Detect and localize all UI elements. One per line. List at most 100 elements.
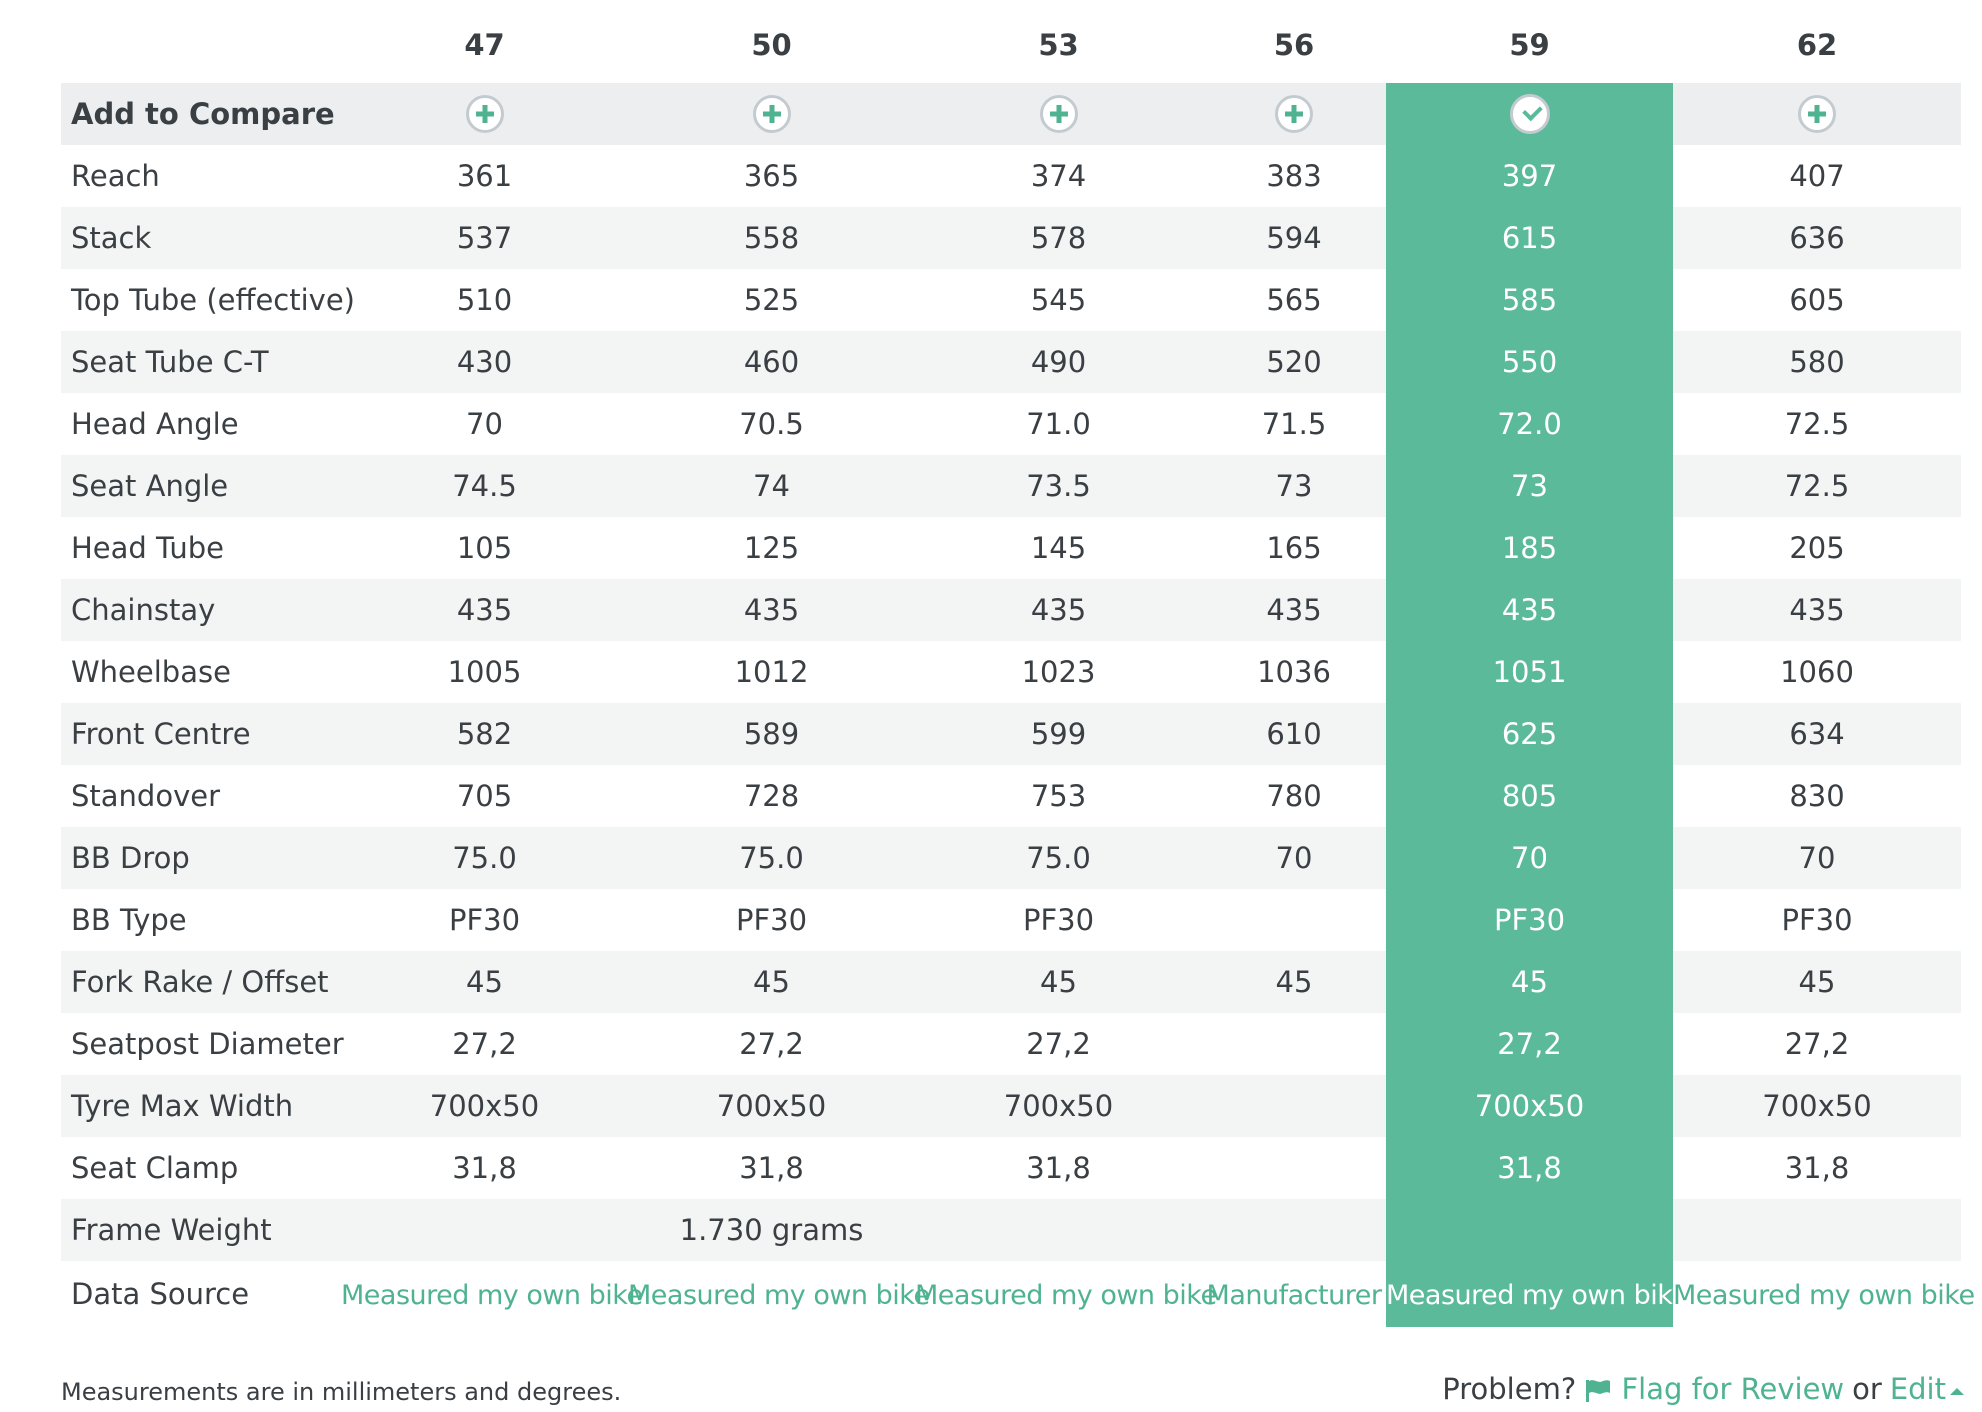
value-cell: 45 xyxy=(1386,951,1673,1013)
source-cell: Measured my own bike xyxy=(341,1261,643,1327)
value-cell: 582 xyxy=(341,703,628,765)
value-cell xyxy=(341,1199,628,1261)
value-cell: 700x50 xyxy=(341,1075,628,1137)
value-cell: 636 xyxy=(1673,207,1961,269)
row-label: Seat Angle xyxy=(61,455,341,517)
add-to-compare-icon[interactable] xyxy=(1798,95,1836,133)
table-row: Head Angle 70 70.5 71.0 71.5 72.0 72.5 xyxy=(61,393,1961,455)
data-source-link[interactable]: Measured my own bike xyxy=(1673,1280,1975,1311)
value-cell: 1023 xyxy=(1021,655,1096,689)
edit-link[interactable]: Edit xyxy=(1890,1372,1964,1406)
data-source-link[interactable]: Measured my own bike xyxy=(628,1280,930,1311)
flag-for-review-link[interactable]: Flag for Review xyxy=(1584,1372,1844,1406)
units-note: Measurements are in millimeters and degr… xyxy=(61,1378,622,1406)
value-cell: PF30 xyxy=(1781,903,1853,937)
value-cell: 705 xyxy=(456,779,513,813)
source-cell: Manufacturer xyxy=(1202,1261,1386,1327)
value-cell: 374 xyxy=(1030,159,1087,193)
value-cell: 565 xyxy=(1266,283,1322,317)
add-to-compare-icon[interactable] xyxy=(1039,95,1078,133)
source-cell: Measured my own bike xyxy=(915,1261,1217,1327)
source-cell: Measured my own bike xyxy=(1386,1261,1688,1327)
value-cell: 383 xyxy=(1266,159,1322,193)
size-header: 50 xyxy=(751,27,792,62)
table-row: Seat Angle 74.5 74 73.5 73 73 72.5 xyxy=(61,455,1961,517)
value-cell: 31,8 xyxy=(452,1151,517,1185)
value-cell: 72.5 xyxy=(1673,455,1961,517)
caret-up-icon xyxy=(1950,1387,1964,1395)
value-cell: 31,8 xyxy=(1026,1151,1091,1185)
value-cell: 520 xyxy=(1202,331,1386,393)
value-cell: 545 xyxy=(1030,283,1087,317)
value-cell: 70 xyxy=(1202,827,1386,889)
data-source-link[interactable]: Measured my own bike xyxy=(341,1280,643,1311)
value-cell: 580 xyxy=(1673,331,1961,393)
value-cell: 75.0 xyxy=(341,827,628,889)
value-cell xyxy=(1202,889,1386,951)
table-row: Frame Weight 1.730 grams xyxy=(61,1199,1961,1261)
data-source-link[interactable]: Manufacturer xyxy=(1206,1280,1382,1311)
value-cell: 435 xyxy=(1673,579,1961,641)
add-to-compare-icon[interactable] xyxy=(1275,95,1313,133)
table-row: Tyre Max Width 700x50 700x50 700x50 700x50 70… xyxy=(61,1075,1961,1137)
data-source-link[interactable]: Measured my own bike xyxy=(915,1280,1217,1311)
value-cell: 728 xyxy=(743,779,800,813)
table-row: Front Centre 582 589 599 610 625 634 xyxy=(61,703,1961,765)
data-source-link[interactable]: Measured my own bike xyxy=(1386,1280,1688,1311)
value-cell: 525 xyxy=(743,283,800,317)
value-cell: 407 xyxy=(1789,159,1845,193)
table-row: Seat Tube C-T 430 460 490 520 550 580 xyxy=(61,331,1961,393)
value-cell: 145 xyxy=(1030,531,1087,565)
value-cell: 27,2 xyxy=(1026,1027,1091,1061)
row-label: Head Tube xyxy=(71,531,224,565)
row-label: Seatpost Diameter xyxy=(71,1027,344,1061)
value-cell xyxy=(1386,1199,1673,1261)
value-cell xyxy=(1202,1075,1386,1137)
row-label: Front Centre xyxy=(61,703,341,765)
value-cell: 589 xyxy=(628,703,915,765)
value-cell: PF30 xyxy=(1386,889,1673,951)
table-row: Reach 361 365 374 383 397 407 xyxy=(61,145,1961,207)
value-cell: 125 xyxy=(743,531,800,565)
value-cell: PF30 xyxy=(448,903,521,937)
value-cell: 27,2 xyxy=(739,1027,804,1061)
value-cell: PF30 xyxy=(1022,903,1095,937)
value-cell: PF30 xyxy=(735,903,808,937)
value-cell: 700x50 xyxy=(915,1075,1202,1137)
value-cell: 460 xyxy=(628,331,915,393)
problem-actions: Problem? Flag for Review or Edit xyxy=(1442,1372,1964,1406)
value-cell xyxy=(1202,1013,1386,1075)
row-label: Fork Rake / Offset xyxy=(61,951,341,1013)
value-cell: 45 xyxy=(341,951,628,1013)
value-cell: 1051 xyxy=(1386,641,1673,703)
table-row: Standover 705 728 753 780 805 830 xyxy=(61,765,1961,827)
value-cell xyxy=(915,1199,1202,1261)
table-row: Wheelbase 1005 1012 1023 1036 1051 1060 xyxy=(61,641,1961,703)
add-to-compare-icon[interactable] xyxy=(752,95,791,133)
value-cell: 830 xyxy=(1789,779,1845,813)
header-empty-cell xyxy=(61,0,341,83)
value-cell: 537 xyxy=(341,207,628,269)
row-label: BB Drop xyxy=(61,827,341,889)
size-header: 56 xyxy=(1273,27,1315,62)
row-label: Tyre Max Width xyxy=(61,1075,341,1137)
or-label: or xyxy=(1852,1372,1882,1406)
size-header: 53 xyxy=(1038,27,1079,62)
add-to-compare-icon[interactable] xyxy=(465,95,504,133)
value-cell: 70 xyxy=(466,407,503,441)
value-cell: 435 xyxy=(628,579,915,641)
problem-label: Problem? xyxy=(1442,1372,1577,1406)
value-cell: 70 xyxy=(1673,827,1961,889)
value-cell: 70 xyxy=(1386,827,1673,889)
geometry-table-container: 47 50 53 56 59 62 Add to Compare Reach 36… xyxy=(61,0,1975,1327)
compare-cell xyxy=(628,83,915,145)
row-label: Data Source xyxy=(61,1261,341,1327)
value-cell: 361 xyxy=(456,159,513,193)
geometry-table: 47 50 53 56 59 62 Add to Compare Reach 36… xyxy=(61,0,1975,1327)
value-cell: 75.0 xyxy=(915,827,1202,889)
size-header: 62 xyxy=(1796,27,1838,62)
value-cell: 550 xyxy=(1386,331,1673,393)
checkmark-icon[interactable] xyxy=(1509,94,1550,134)
compare-cell xyxy=(341,83,628,145)
value-cell: 490 xyxy=(915,331,1202,393)
